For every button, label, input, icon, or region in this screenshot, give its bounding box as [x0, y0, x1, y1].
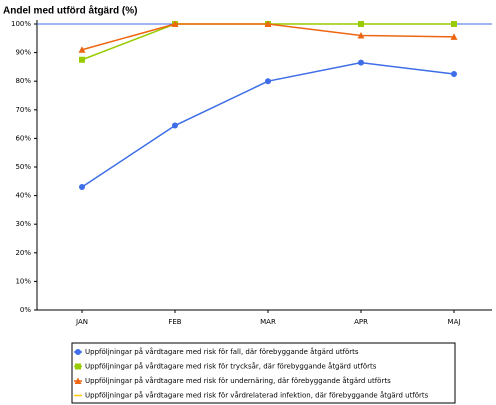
- point: [79, 184, 85, 191]
- y-tick-label: 40%: [15, 192, 31, 200]
- legend-label: Uppföljningar på vårdtagare med risk för…: [85, 362, 377, 371]
- point: [451, 71, 457, 78]
- y-tick-label: 30%: [15, 220, 31, 228]
- point: [75, 363, 81, 370]
- point: [358, 59, 364, 66]
- y-tick-label: 20%: [15, 249, 31, 257]
- point: [451, 21, 457, 27]
- x-tick-label: APR: [354, 318, 368, 326]
- x-tick-label: MAJ: [448, 318, 461, 326]
- y-tick-label: 100%: [11, 20, 31, 28]
- y-tick-label: 70%: [15, 106, 31, 114]
- y-tick-label: 0%: [20, 306, 31, 314]
- legend-label: Uppföljningar på vårdtagare med risk för…: [85, 376, 391, 385]
- point: [171, 20, 179, 27]
- y-tick-label: 60%: [15, 134, 31, 142]
- point: [357, 31, 365, 39]
- point: [78, 46, 86, 53]
- legend-label: Uppföljningar på vårdtagare med risk för…: [85, 391, 429, 400]
- x-tick-label: MAR: [260, 318, 276, 326]
- series-line: [81, 23, 454, 61]
- point: [265, 78, 271, 85]
- legend-label: Uppföljningar på vårdtagare med risk för…: [85, 347, 359, 356]
- point: [450, 33, 458, 40]
- legend-box: [71, 342, 456, 404]
- point: [172, 122, 178, 129]
- point: [74, 377, 82, 384]
- point: [79, 56, 85, 63]
- series-line: [81, 23, 455, 51]
- point: [264, 20, 272, 27]
- x-tick-label: JAN: [75, 318, 88, 326]
- y-tick-label: 90%: [15, 49, 31, 57]
- y-tick-label: 10%: [15, 277, 31, 285]
- chart-title: Andel med utförd åtgärd (%): [3, 5, 137, 17]
- y-tick-label: 80%: [15, 77, 31, 85]
- y-tick-label: 50%: [15, 163, 31, 171]
- x-tick-label: FEB: [168, 318, 181, 326]
- point: [358, 21, 364, 27]
- point: [75, 349, 81, 355]
